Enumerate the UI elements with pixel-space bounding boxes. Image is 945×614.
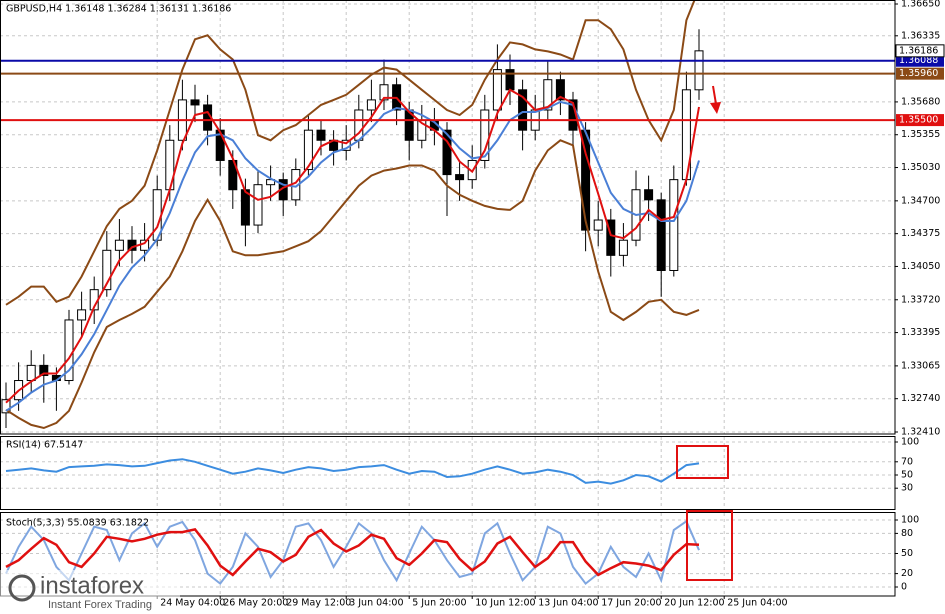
chart-title: GBPUSD,H4 1.36148 1.36284 1.36131 1.3618… bbox=[6, 4, 231, 15]
candle-body bbox=[1, 399, 11, 414]
candle-body bbox=[480, 109, 490, 161]
y-tick-label: 1.33720 bbox=[901, 294, 940, 305]
candle-body bbox=[694, 50, 704, 91]
level-label: 1.35960 bbox=[899, 68, 938, 79]
plot-layer: 1.36650 1.36335 1.35680 1.35355 1.35030 1.347… bbox=[0, 0, 940, 599]
candle-body bbox=[518, 89, 528, 131]
series-line bbox=[5, 100, 700, 412]
series-line bbox=[5, 458, 700, 485]
panel-0 bbox=[0, 0, 895, 433]
level-label: 1.36088 bbox=[899, 55, 938, 66]
candle-body bbox=[379, 84, 389, 101]
x-tick-label: 29 May 12:00 bbox=[286, 598, 351, 609]
candle-body bbox=[26, 364, 36, 382]
level-label: 1.35500 bbox=[899, 115, 938, 126]
y-tick-label: 1.35680 bbox=[901, 96, 940, 107]
candle-body bbox=[190, 99, 200, 106]
x-tick-label: 24 May 04:00 bbox=[160, 598, 225, 609]
y-tick-label: 1.32410 bbox=[901, 427, 940, 438]
y-tick-label: 1.35355 bbox=[901, 129, 940, 140]
frames bbox=[0, 0, 896, 597]
y-tick-label: 70 bbox=[901, 456, 913, 467]
candle-body bbox=[593, 219, 603, 231]
y-tick-label: 50 bbox=[901, 470, 913, 481]
y-tick-label: 1.36650 bbox=[901, 0, 940, 10]
candle-body bbox=[102, 249, 112, 291]
candle-body bbox=[555, 79, 565, 101]
last-price-label: 1.36186 bbox=[899, 45, 938, 56]
watermark-icon bbox=[8, 574, 36, 602]
annotations bbox=[676, 85, 733, 581]
y-tick-label: 100 bbox=[901, 515, 919, 526]
level-label-bg bbox=[896, 67, 944, 80]
candle-body bbox=[543, 79, 553, 111]
candle-body bbox=[240, 189, 250, 226]
candle-body bbox=[505, 69, 515, 91]
candle-body bbox=[455, 174, 465, 181]
y-tick-label: 1.35030 bbox=[901, 162, 940, 173]
series-line bbox=[5, 528, 700, 577]
y-tick-label: 30 bbox=[901, 483, 913, 494]
candle-body bbox=[606, 219, 616, 256]
candle-body bbox=[669, 179, 679, 271]
candle-body bbox=[253, 184, 263, 226]
candle-body bbox=[316, 129, 326, 141]
x-tick-label: 20 Jun 12:00 bbox=[664, 598, 724, 609]
y-tick-label: 0 bbox=[901, 582, 907, 593]
y-tick-label: 1.34375 bbox=[901, 228, 940, 239]
candle-body bbox=[366, 99, 376, 111]
x-tick-label: 5 Jun 20:00 bbox=[412, 598, 466, 609]
x-tick-label: 17 Jun 20:00 bbox=[601, 598, 661, 609]
x-tick-label: 26 May 20:00 bbox=[223, 598, 288, 609]
price-frame bbox=[0, 0, 896, 435]
y-tick-label: 1.36335 bbox=[901, 30, 940, 41]
y-tick-label: 50 bbox=[901, 548, 913, 559]
level-label-bg bbox=[896, 114, 944, 127]
y-tick-label: 1.33065 bbox=[901, 360, 940, 371]
y-tick-label: 1.34050 bbox=[901, 261, 940, 272]
y-tick-label: 80 bbox=[901, 528, 913, 539]
watermark: instaforex Instant Forex Trading bbox=[0, 570, 180, 614]
arrow-shaft bbox=[712, 85, 717, 105]
series-line bbox=[5, 519, 700, 586]
level-label-bg bbox=[896, 54, 944, 67]
last-price-bg bbox=[895, 44, 945, 58]
series-line bbox=[5, 0, 696, 306]
candle-body bbox=[442, 129, 452, 176]
x-tick-label: 13 Jun 04:00 bbox=[538, 598, 598, 609]
rsi-frame bbox=[0, 436, 896, 510]
candle-body bbox=[114, 239, 124, 251]
candle-body bbox=[215, 129, 225, 161]
x-tick-label: 3 Jun 04:00 bbox=[349, 598, 403, 609]
candle-body bbox=[644, 189, 654, 201]
watermark-tagline: Instant Forex Trading bbox=[48, 599, 152, 611]
panel-2 bbox=[0, 519, 895, 588]
x-tick-label: 10 Jun 12:00 bbox=[475, 598, 535, 609]
candle-body bbox=[618, 239, 628, 256]
candle-body bbox=[656, 199, 666, 271]
y-tick-label: 20 bbox=[901, 568, 913, 579]
y-tick-label: 1.34700 bbox=[901, 195, 940, 206]
candle-body bbox=[39, 364, 49, 376]
candle-body bbox=[492, 69, 502, 111]
highlight-box bbox=[686, 510, 733, 581]
series-line bbox=[5, 88, 700, 404]
arrow-head bbox=[710, 102, 721, 114]
y-tick-label: 100 bbox=[901, 437, 919, 448]
stoch-title: Stoch(5,3,3) 55.0839 63.1822 bbox=[6, 518, 149, 529]
x-tick-label: 25 Jun 04:00 bbox=[727, 598, 787, 609]
y-tick-label: 1.32740 bbox=[901, 393, 940, 404]
watermark-name: instaforex bbox=[40, 572, 144, 599]
rsi-title: RSI(14) 67.5147 bbox=[6, 440, 83, 451]
y-tick-label: 1.33395 bbox=[901, 327, 940, 338]
highlight-box bbox=[676, 445, 729, 479]
stoch-frame bbox=[0, 512, 896, 597]
candle-body bbox=[77, 309, 87, 321]
panel-1 bbox=[0, 441, 895, 489]
series-line bbox=[5, 139, 700, 430]
candle-body bbox=[303, 129, 313, 171]
